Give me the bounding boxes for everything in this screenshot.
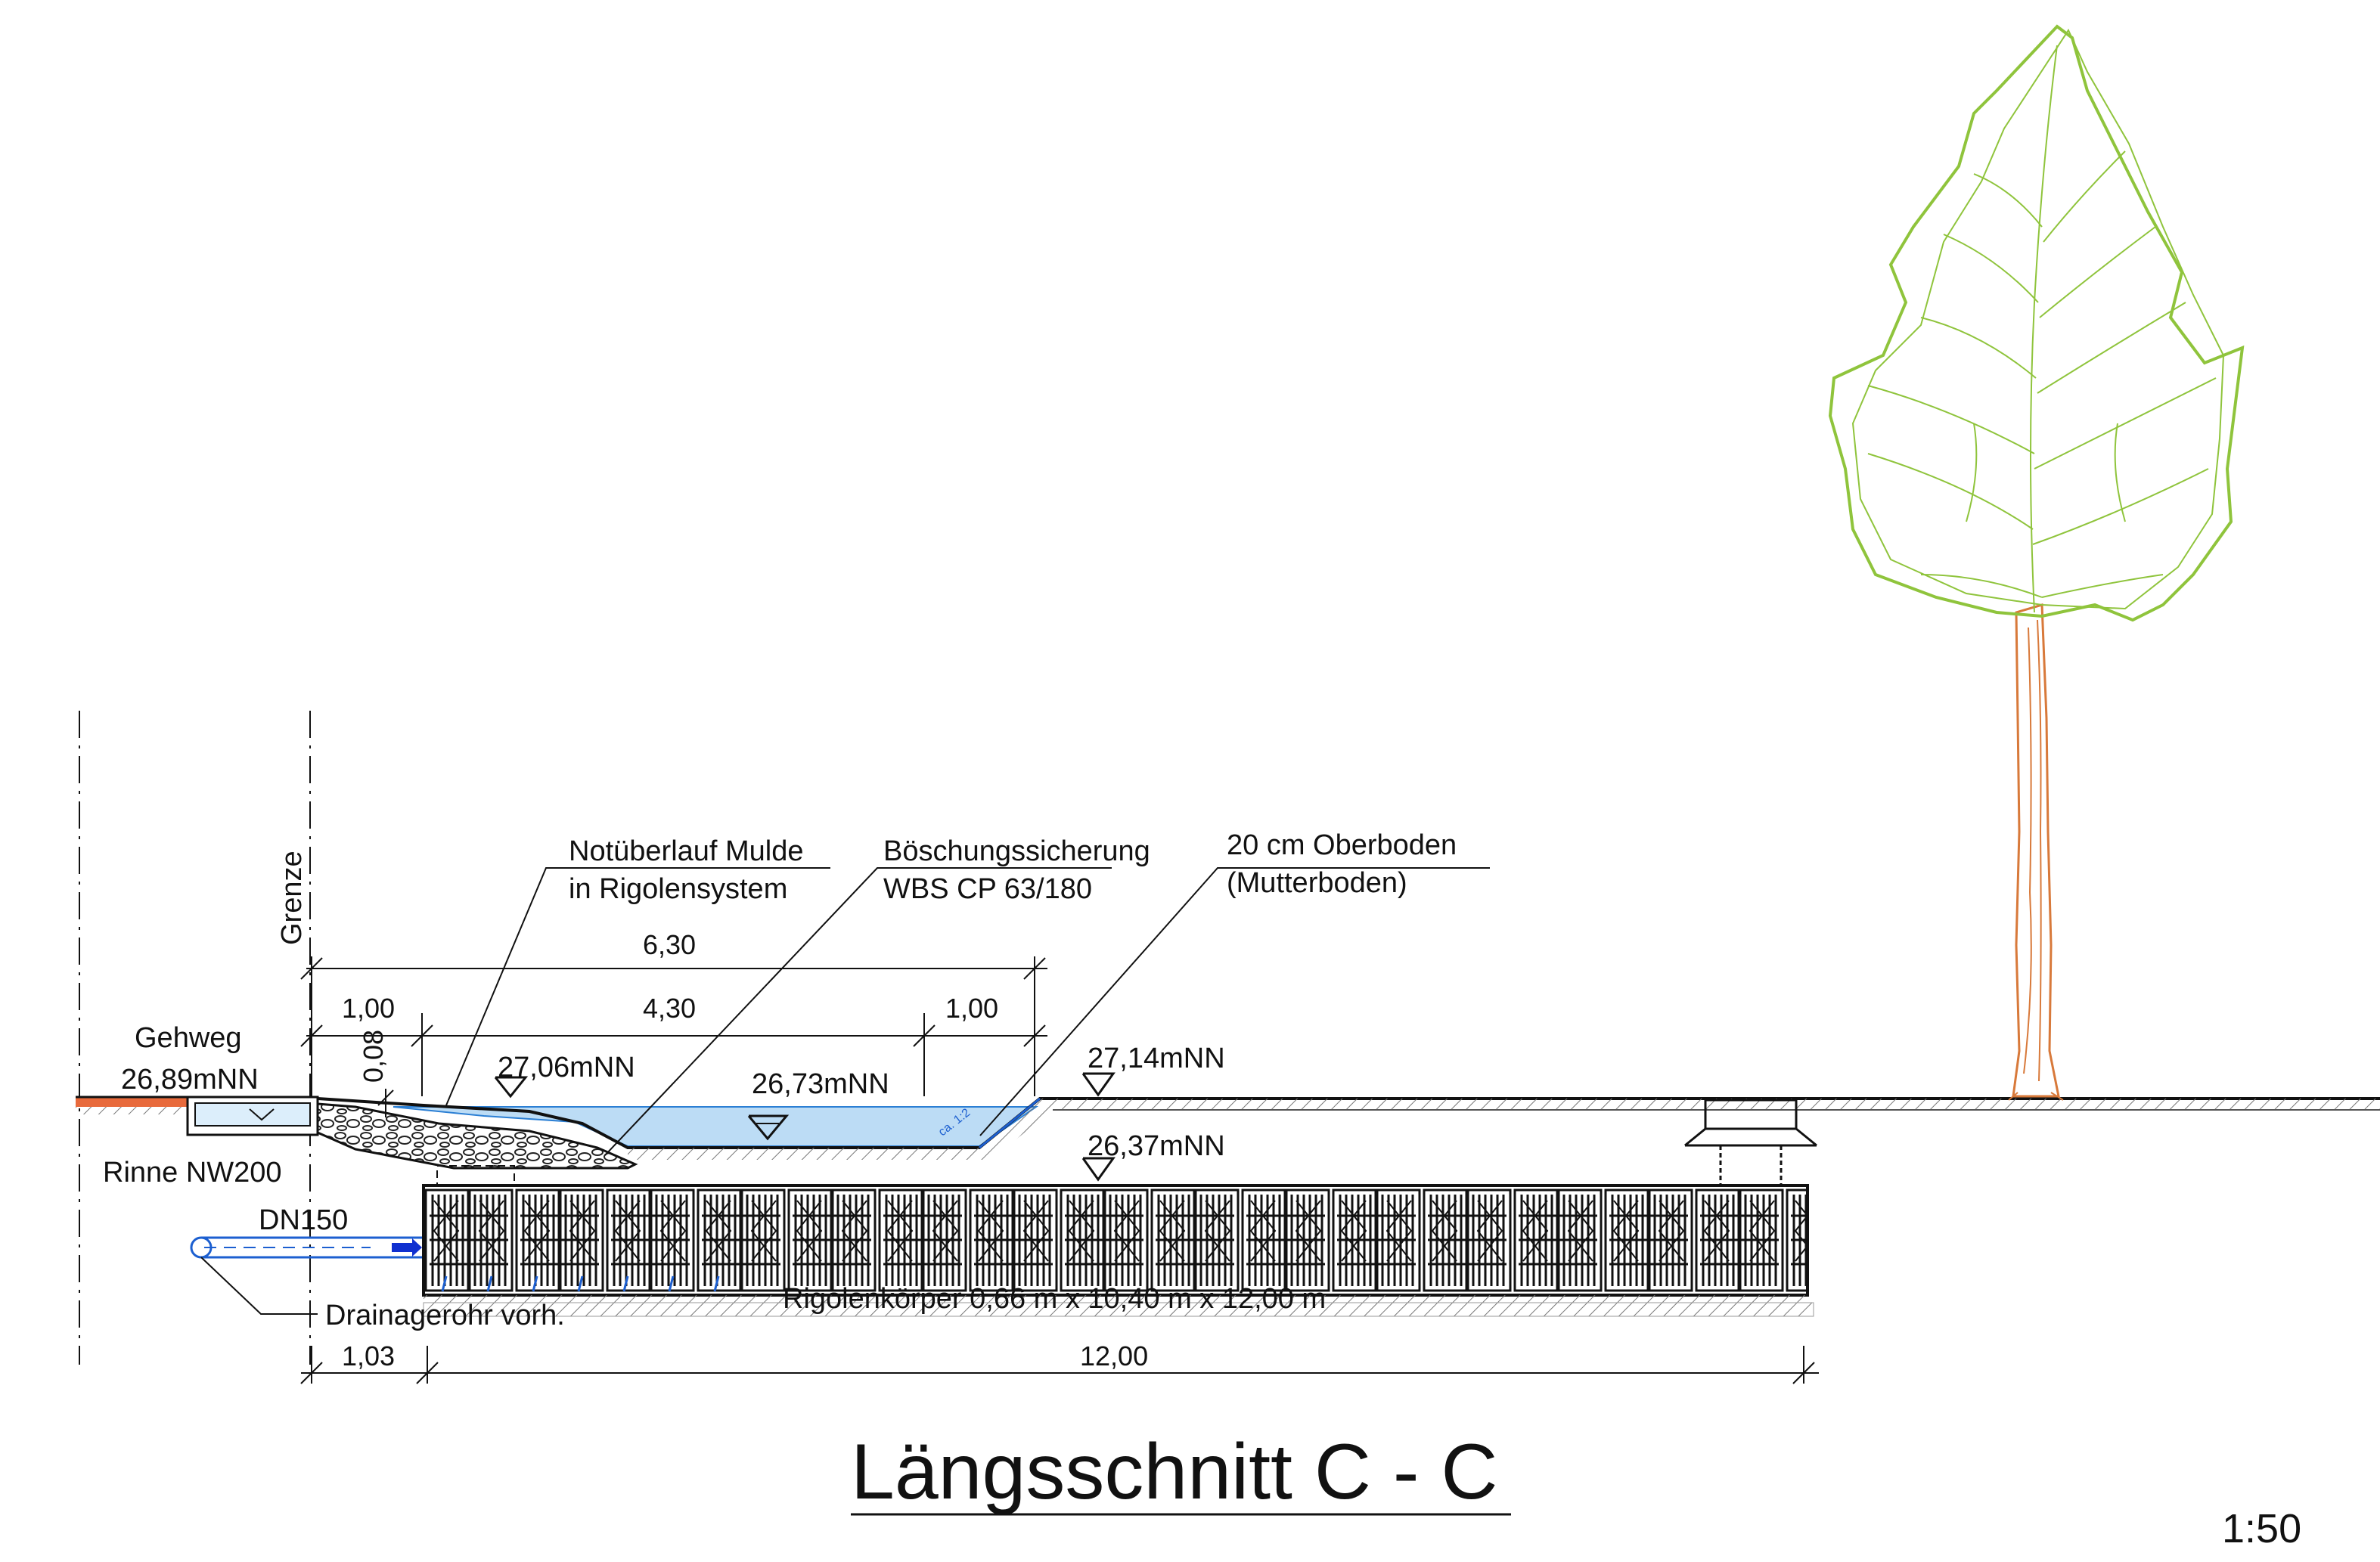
ground-level: 27,14mNN <box>1088 1043 1225 1074</box>
gutter-label: Rinne NW200 <box>103 1157 282 1189</box>
drainage-pipe <box>190 1236 422 1259</box>
dim-left: 1,00 <box>342 993 395 1024</box>
dim-rigole-length: 12,00 <box>1080 1340 1148 1371</box>
level-marker-overflow <box>494 1076 529 1099</box>
topsoil-label-line1: 20 cm Oberboden <box>1227 829 1457 861</box>
level-marker-ground <box>1081 1072 1116 1097</box>
footpath-label: Gehweg <box>135 1022 242 1054</box>
drainage-pipe-label: Drainagerohr vorh. <box>325 1300 565 1331</box>
footpath-level: 26,89mNN <box>121 1064 259 1096</box>
rigole-level: 26,37mNN <box>1088 1130 1225 1162</box>
topsoil-label-line2: (Mutterboden) <box>1227 867 1407 899</box>
leader-lines <box>200 867 1490 1315</box>
ground-profile: ca. 1:2 <box>76 1096 2380 1170</box>
slope-protection-label-line1: Böschungssicherung <box>883 835 1150 867</box>
dimension-lines <box>300 956 1819 1384</box>
level-marker-rigole <box>1081 1157 1116 1182</box>
dim-right: 1,00 <box>945 993 998 1024</box>
tree-icon <box>1828 24 2245 1101</box>
boundary-label: Grenze <box>276 851 308 945</box>
overflow-level: 27,06mNN <box>498 1052 635 1083</box>
dim-depth: 0,08 <box>358 1030 389 1083</box>
dim-total: 6,30 <box>643 929 696 960</box>
flow-arrow-icon <box>392 1238 422 1257</box>
pipe-dn-label: DN150 <box>259 1204 348 1236</box>
swale-level: 26,73mNN <box>752 1068 889 1100</box>
overflow-label-line2: in Rigolensystem <box>569 873 787 905</box>
dim-offset: 1,03 <box>342 1340 395 1371</box>
paving <box>76 1098 188 1107</box>
drawing-title: Längsschnitt C - C <box>851 1428 1497 1516</box>
overflow-label-line1: Notüberlauf Mulde <box>569 835 804 867</box>
slope-protection-label-line2: WBS CP 63/180 <box>883 873 1092 905</box>
scale-label: 1:50 <box>2222 1506 2301 1551</box>
rigole-label: Rigolenkörper 0,66 m x 10,40 m x 12,00 m <box>783 1283 1326 1315</box>
dim-middle: 4,30 <box>643 993 696 1024</box>
rigole-body <box>422 1165 1814 1317</box>
gravel-overflow <box>316 1102 638 1170</box>
inspection-shaft <box>1684 1099 1817 1187</box>
